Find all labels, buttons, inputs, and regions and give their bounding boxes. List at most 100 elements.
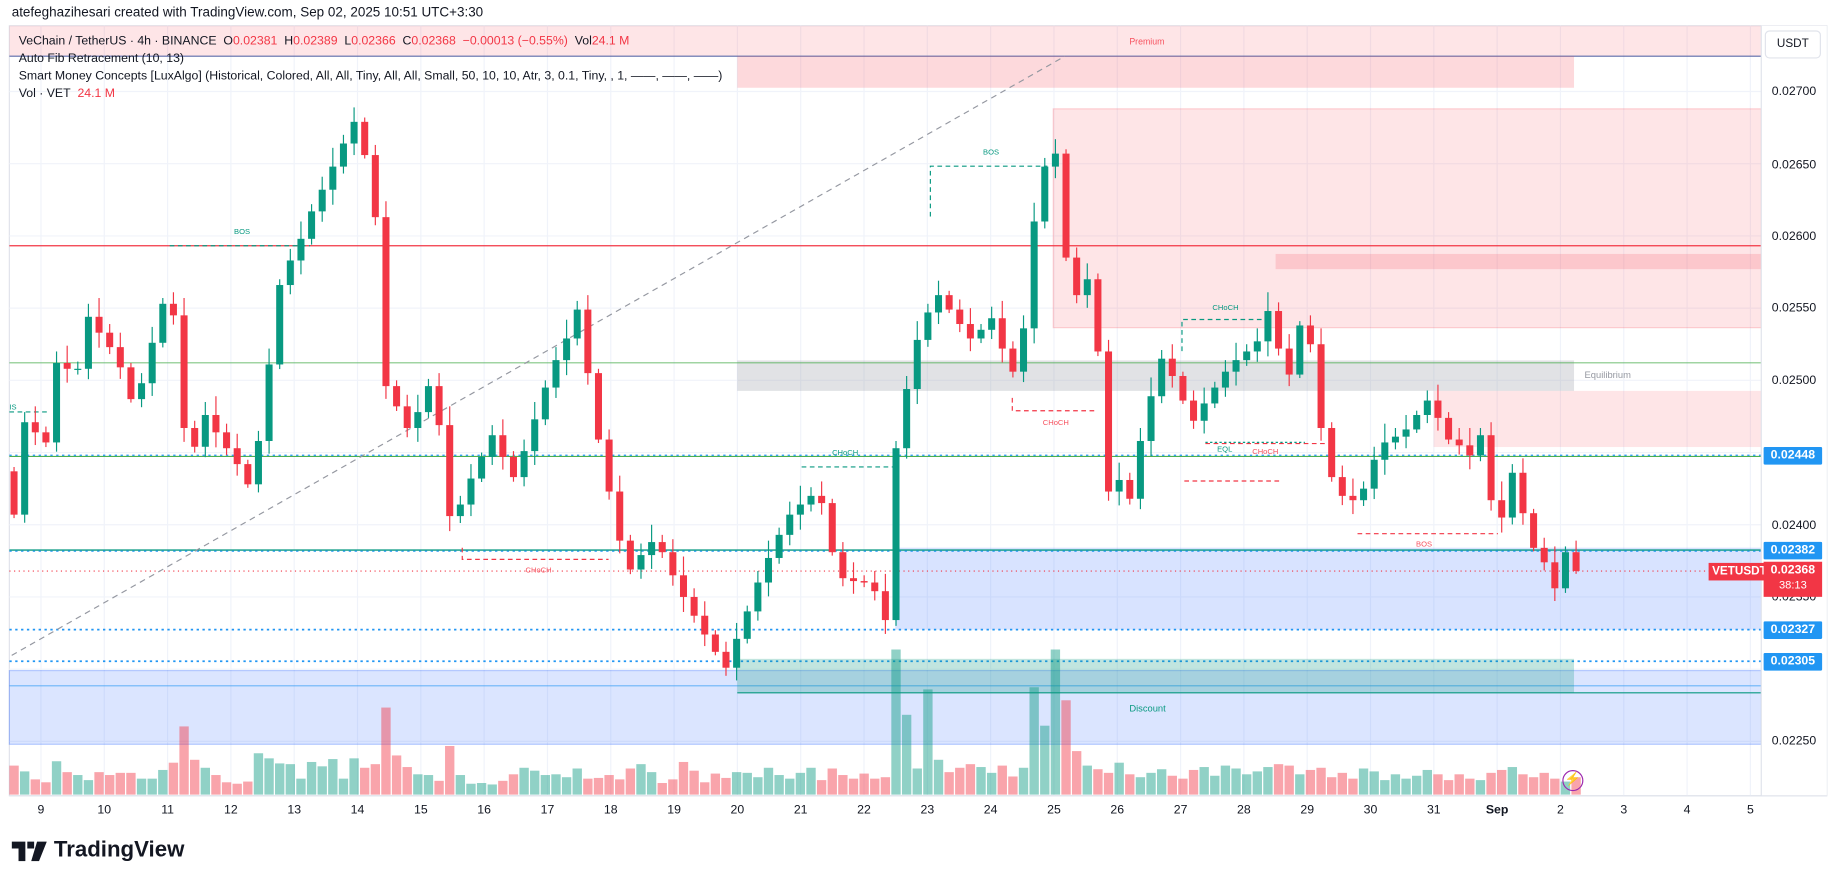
bos-label: BOS bbox=[234, 228, 251, 237]
volume-bar bbox=[391, 755, 402, 795]
volume-bar bbox=[498, 780, 508, 795]
candle-down bbox=[382, 217, 390, 387]
choch-label: CHoCH bbox=[1042, 418, 1069, 428]
volume-bar bbox=[147, 778, 157, 795]
volume-bar bbox=[615, 779, 625, 795]
level-tag: 0.02327 bbox=[1763, 621, 1823, 639]
candle-down bbox=[945, 295, 953, 310]
symbol-legend[interactable]: VeChain / TetherUS · 4h · BINANCE O0.023… bbox=[19, 34, 630, 48]
candle-up bbox=[892, 448, 900, 621]
fib-trend-line bbox=[11, 55, 1066, 656]
date-tick: 22 bbox=[857, 802, 871, 817]
low-value: 0.02366 bbox=[351, 33, 396, 48]
candle-up bbox=[520, 451, 528, 478]
volume-bar bbox=[30, 779, 40, 795]
volume-bar bbox=[561, 777, 572, 795]
candle-down bbox=[1168, 358, 1176, 377]
candle-up bbox=[478, 456, 486, 479]
equilibrium-label: Equilibrium bbox=[1584, 369, 1631, 381]
candle-up bbox=[318, 189, 326, 212]
price-tick: 0.02550 bbox=[1771, 300, 1817, 315]
candle-down bbox=[1551, 562, 1559, 589]
price-tick: 0.02650 bbox=[1771, 157, 1817, 173]
candle-down bbox=[1434, 400, 1442, 418]
candle-up bbox=[573, 309, 581, 339]
volume-bar bbox=[73, 775, 83, 795]
candle-up bbox=[935, 295, 943, 313]
price-tick: 0.02500 bbox=[1771, 373, 1817, 388]
change-value: −0.00013 (−0.55%) bbox=[462, 33, 568, 48]
candle-down bbox=[818, 495, 826, 504]
candle-down bbox=[616, 491, 624, 541]
candle-up bbox=[1243, 351, 1251, 361]
indicator-fib[interactable]: Auto Fib Retracement (10, 13) bbox=[18, 51, 185, 66]
price-axis-bg bbox=[1761, 25, 1827, 796]
volume-bar bbox=[870, 778, 880, 795]
tradingview-logo[interactable]: TradingView bbox=[11, 838, 185, 864]
candle-down bbox=[509, 456, 517, 478]
volume-bar bbox=[551, 774, 561, 795]
bos-label-partial: IS bbox=[9, 403, 17, 412]
indicator-volume[interactable]: Vol · VET 24.1 M bbox=[19, 87, 115, 101]
volume-bar bbox=[593, 777, 604, 795]
candle-down bbox=[223, 432, 231, 449]
volume-bar bbox=[678, 761, 689, 795]
credit-line: atefeghazihesari created with TradingVie… bbox=[11, 5, 484, 20]
premium-label: Premium bbox=[1129, 36, 1165, 47]
candle-down bbox=[1190, 400, 1198, 421]
volume-bar bbox=[1316, 767, 1326, 795]
candle-up bbox=[1476, 435, 1484, 456]
candle-down bbox=[956, 309, 964, 325]
volume-bar bbox=[1433, 774, 1443, 795]
candle-up bbox=[1083, 279, 1091, 296]
symbol-name[interactable]: VeChain / TetherUS · 4h · BINANCE bbox=[18, 33, 217, 48]
candle-down bbox=[1317, 344, 1325, 428]
candle-down bbox=[116, 347, 124, 368]
date-tick: 19 bbox=[667, 802, 681, 817]
candle-up bbox=[1423, 400, 1431, 415]
candle-up bbox=[552, 360, 560, 388]
supply-zone bbox=[1052, 108, 1762, 329]
indicator-volume-value: 24.1 M bbox=[77, 86, 116, 101]
indicator-smc[interactable]: Smart Money Concepts [LuxAlgo] (Historic… bbox=[18, 69, 723, 84]
candle-down bbox=[1126, 479, 1134, 499]
volume-bar bbox=[1337, 772, 1347, 795]
candle-down bbox=[1530, 513, 1538, 548]
volume-bar bbox=[1114, 762, 1124, 795]
candle-up bbox=[467, 478, 475, 505]
candle-down bbox=[669, 552, 677, 576]
volume-bar bbox=[402, 767, 412, 795]
volume-bar bbox=[668, 779, 678, 795]
volume-bar bbox=[158, 769, 168, 795]
level-tag: 0.02382 bbox=[1763, 541, 1823, 560]
volume-bar bbox=[1146, 772, 1156, 795]
candle-down bbox=[722, 651, 730, 668]
bos-label: BOS bbox=[983, 148, 1000, 157]
date-tick: 31 bbox=[1426, 802, 1441, 817]
volume-bar bbox=[1380, 780, 1390, 795]
choch-label: CHoCH bbox=[1252, 448, 1279, 457]
volume-bar bbox=[986, 772, 997, 795]
candle-down bbox=[191, 427, 199, 447]
candle-up bbox=[913, 339, 921, 390]
candle-down bbox=[1572, 552, 1580, 571]
volume-bar bbox=[232, 783, 242, 795]
candle-up bbox=[977, 329, 985, 339]
tradingview-logo-icon bbox=[11, 841, 47, 861]
volume-bar bbox=[1008, 776, 1018, 795]
volume-bar bbox=[1061, 700, 1071, 795]
lightning-icon[interactable]: ⚡ bbox=[1562, 770, 1584, 792]
currency-button[interactable]: USDT bbox=[1764, 30, 1821, 59]
candle-down bbox=[679, 575, 688, 597]
volume-bar bbox=[1093, 769, 1103, 795]
level-tag: 0.02448 bbox=[1763, 447, 1823, 465]
volume-bar bbox=[338, 778, 349, 795]
volume-bar bbox=[1369, 771, 1379, 795]
volume-bar bbox=[700, 782, 710, 795]
volume-bar bbox=[381, 707, 391, 795]
high-value: 0.02389 bbox=[293, 33, 338, 48]
volume-value: 24.1 M bbox=[591, 33, 630, 48]
volume-bar bbox=[721, 777, 731, 795]
candle-up bbox=[1158, 358, 1166, 397]
